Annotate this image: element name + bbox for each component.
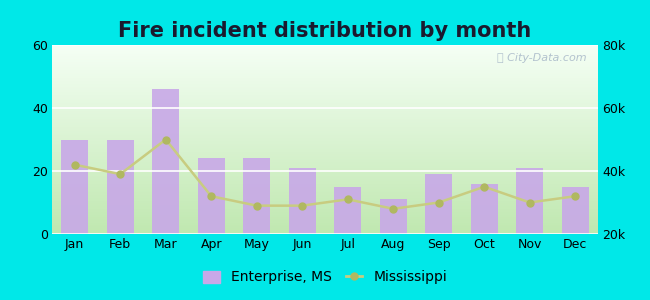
Legend: Enterprise, MS, Mississippi: Enterprise, MS, Mississippi	[198, 265, 452, 290]
Text: ⓘ City-Data.com: ⓘ City-Data.com	[497, 52, 587, 63]
Bar	[107, 140, 134, 234]
Bar	[471, 184, 498, 234]
Bar	[61, 140, 88, 234]
Bar	[289, 168, 316, 234]
Title: Fire incident distribution by month: Fire incident distribution by month	[118, 21, 532, 41]
Bar	[152, 89, 179, 234]
Bar	[562, 187, 589, 234]
Bar	[425, 174, 452, 234]
Bar	[198, 158, 225, 234]
Bar	[243, 158, 270, 234]
Bar	[380, 200, 407, 234]
Bar	[334, 187, 361, 234]
Bar	[516, 168, 543, 234]
